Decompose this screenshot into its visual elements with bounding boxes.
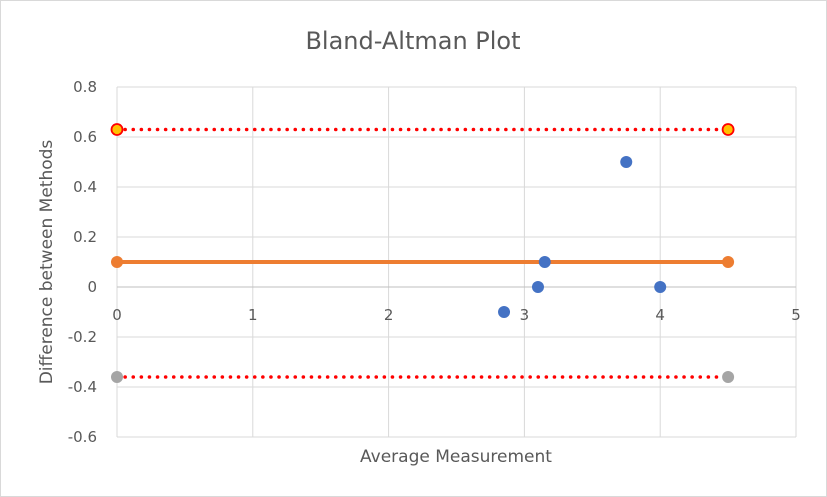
y-tick-label: -0.4: [68, 378, 97, 396]
x-axis-label: Average Measurement: [360, 447, 552, 467]
data-point: [498, 306, 511, 318]
y-tick-label: -0.2: [68, 328, 97, 346]
mean-line-marker: [722, 256, 735, 268]
x-tick-label: 0: [112, 306, 122, 324]
data-point: [620, 156, 633, 168]
data-point: [538, 256, 551, 268]
y-tick-label: 0.2: [73, 228, 97, 246]
upper-limit-marker: [110, 123, 124, 136]
y-tick-label: 0: [87, 278, 97, 296]
x-tick-label: 4: [655, 306, 665, 324]
axes: -0.6 -0.4 -0.2 0 0.2 0.4 0.6 0.8 0 1 2 3 4 5: [68, 78, 801, 446]
data-point: [654, 281, 667, 293]
y-tick-label: 0.4: [73, 178, 97, 196]
x-tick-label: 5: [791, 306, 801, 324]
upper-limit-marker: [721, 123, 735, 136]
x-tick-label: 3: [520, 306, 530, 324]
lower-limit-marker: [722, 371, 735, 383]
mean-line-marker: [111, 256, 123, 268]
y-tick-label: 0.8: [73, 78, 97, 96]
y-axis-label: Difference between Methods: [37, 140, 57, 385]
reference-lines: [110, 123, 735, 383]
y-tick-label: -0.6: [68, 428, 97, 446]
y-tick-label: 0.6: [73, 128, 97, 146]
data-points: [498, 156, 667, 318]
data-point: [531, 281, 544, 293]
chart-title: Bland-Altman Plot: [305, 27, 520, 55]
x-tick-label: 2: [384, 306, 394, 324]
lower-limit-marker: [111, 371, 123, 383]
x-tick-label: 1: [248, 306, 258, 324]
